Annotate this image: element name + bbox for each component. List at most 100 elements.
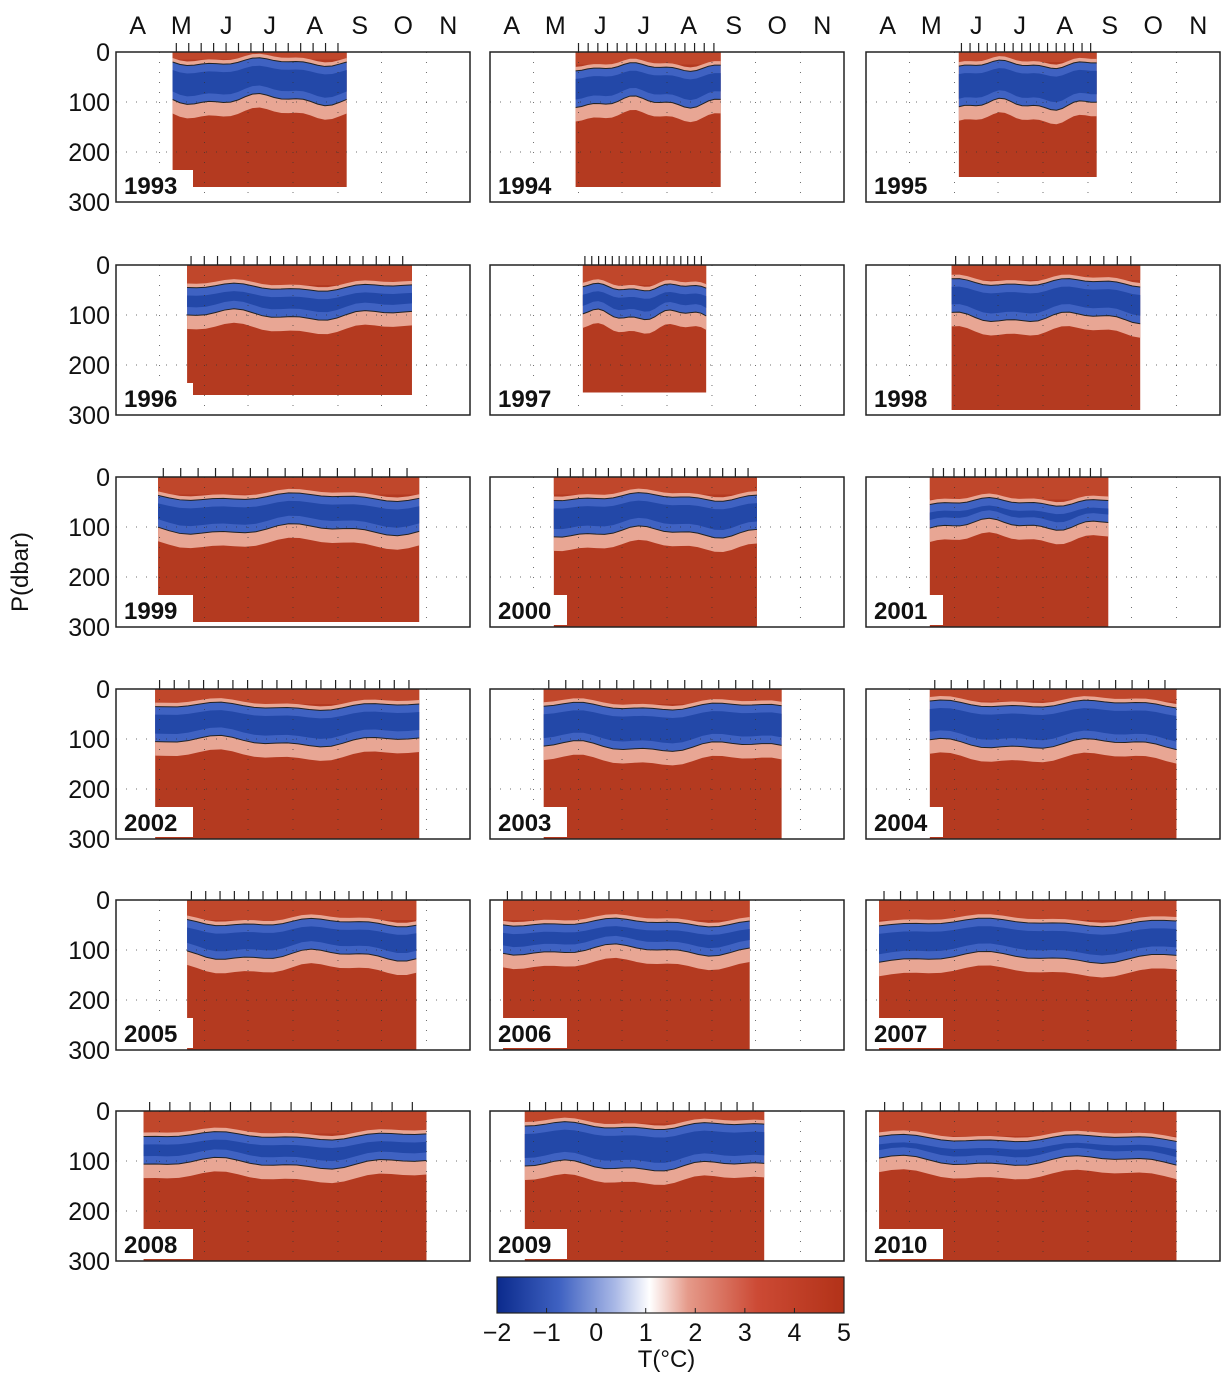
- month-tick-label: M: [545, 12, 566, 40]
- year-label-bg: [119, 170, 193, 200]
- year-label: 1999: [124, 598, 177, 625]
- month-tick-label: J: [594, 12, 607, 40]
- month-tick-label: A: [306, 12, 323, 40]
- year-label-bg: [119, 807, 193, 837]
- panel-2008: 2008: [115, 1102, 471, 1262]
- contour-bottom: [878, 1154, 1177, 1166]
- panel-2000: 2000: [489, 468, 845, 628]
- y-tick-label: 300: [68, 826, 110, 854]
- contour-bottom: [187, 308, 413, 321]
- panel-1998: 1998: [865, 256, 1221, 416]
- panel-1996: 1996: [115, 256, 471, 416]
- surface-layer: [575, 52, 721, 65]
- panel-1999: 1999: [115, 468, 471, 628]
- contour-top: [929, 699, 1177, 709]
- colorbar-tick-label: 2: [688, 1319, 702, 1347]
- month-tick-label: A: [129, 12, 146, 40]
- y-tick-label: 100: [68, 89, 110, 117]
- year-label: 1998: [874, 386, 927, 413]
- year-label-bg: [119, 595, 193, 625]
- cold-layer-core: [155, 710, 420, 739]
- panel-2003: 2003: [489, 680, 845, 840]
- panel-2001: 2001: [865, 468, 1221, 628]
- axes-text: P(dbar) A M J J A S O N A M J J A S O N A M J J A S O N01002003…: [7, 12, 1207, 1276]
- y-tick-label: 0: [96, 39, 110, 67]
- panel-frame: [865, 1110, 1221, 1262]
- cold-layer-core: [929, 505, 1109, 523]
- contour-bottom: [172, 93, 347, 107]
- panel-2006: 2006: [489, 891, 845, 1051]
- cold-layer-core: [503, 926, 750, 949]
- contour-bottom: [155, 734, 420, 748]
- contour-top: [186, 917, 417, 928]
- contour-bottom: [502, 943, 750, 957]
- contour-top: [582, 282, 707, 292]
- month-tick-label: O: [394, 12, 413, 40]
- y-axis-title: P(dbar): [7, 532, 34, 612]
- contour-top: [524, 1121, 765, 1131]
- y-tick-label: 0: [96, 252, 110, 280]
- cold-layer-core: [172, 65, 347, 98]
- panel-frame: [865, 476, 1221, 628]
- month-tick-label: J: [970, 12, 983, 40]
- cold-layer-core: [187, 926, 417, 954]
- y-tick-label: 100: [68, 514, 110, 542]
- cold-layer-core: [143, 1139, 427, 1162]
- panel-frame: [115, 476, 471, 628]
- panel-frame: [115, 51, 471, 203]
- year-label-bg: [869, 807, 943, 837]
- month-tick-label: S: [725, 12, 742, 40]
- panels-group: 1993 1994 1995 1996 1997 1998 1999 2000 2001 2002…: [115, 43, 1221, 1262]
- year-label-bg: [493, 383, 567, 413]
- panel-frame: [489, 1110, 845, 1262]
- cold-layer-core: [158, 500, 420, 528]
- y-tick-label: 200: [68, 987, 110, 1015]
- surface-layer: [553, 477, 757, 495]
- y-tick-label: 200: [68, 564, 110, 592]
- contour-bottom: [582, 308, 707, 321]
- cold-layer-core: [543, 710, 782, 744]
- colorbar-tick-label: 1: [639, 1319, 653, 1347]
- month-tick-label: A: [879, 12, 896, 40]
- year-label: 1994: [498, 173, 552, 200]
- year-label: 2007: [874, 1021, 927, 1048]
- month-tick-label: A: [1056, 12, 1073, 40]
- year-label: 2001: [874, 598, 927, 625]
- year-label: 2010: [874, 1232, 927, 1259]
- month-tick-label: N: [439, 12, 457, 40]
- panel-frame: [115, 1110, 471, 1262]
- cold-layer-core: [582, 291, 707, 312]
- cold-layer-core: [879, 1142, 1177, 1158]
- surface-layer: [929, 689, 1177, 702]
- surface-layer: [187, 900, 417, 920]
- year-label-bg: [119, 1229, 193, 1259]
- panel-frame: [489, 688, 845, 840]
- year-label: 2008: [124, 1232, 177, 1259]
- colorbar-tick-label: −2: [483, 1319, 512, 1347]
- panel-1993: 1993: [115, 43, 471, 203]
- colorbar-tick-label: 4: [787, 1319, 801, 1347]
- surface-layer: [879, 900, 1177, 920]
- cold-layer-core: [575, 70, 721, 101]
- contour-top: [543, 701, 782, 711]
- year-label: 2006: [498, 1021, 551, 1048]
- y-tick-label: 0: [96, 887, 110, 915]
- year-label-bg: [869, 170, 943, 200]
- contour-top: [143, 1131, 427, 1141]
- y-tick-label: 300: [68, 189, 110, 217]
- year-label: 1997: [498, 386, 551, 413]
- contour-top: [575, 62, 721, 72]
- year-label-bg: [493, 1018, 567, 1048]
- year-label: 2009: [498, 1232, 551, 1259]
- surface-layer: [582, 265, 707, 285]
- contour-top: [155, 701, 420, 711]
- colorbar-title: T(°C): [638, 1346, 696, 1373]
- year-label: 2004: [874, 810, 928, 837]
- colorbar-bar: [496, 1276, 845, 1314]
- month-tick-label: M: [921, 12, 942, 40]
- month-tick-label: J: [264, 12, 277, 40]
- cold-layer-core: [187, 291, 412, 313]
- year-label: 2000: [498, 598, 551, 625]
- panel-frame: [115, 899, 471, 1051]
- y-tick-label: 300: [68, 1248, 110, 1276]
